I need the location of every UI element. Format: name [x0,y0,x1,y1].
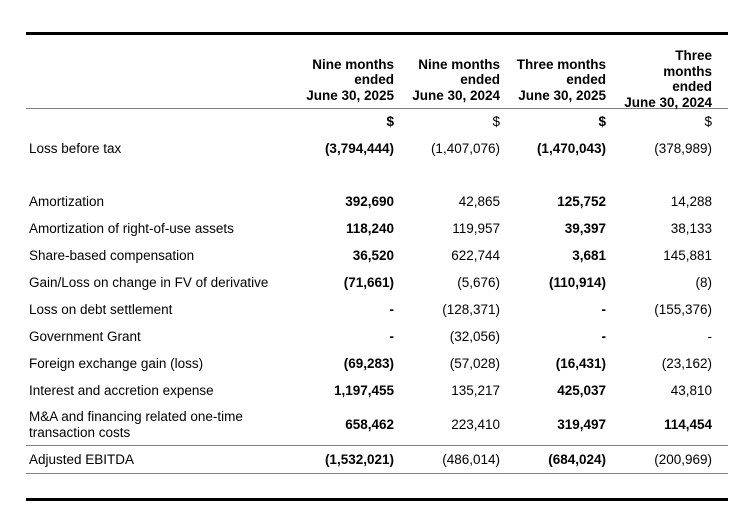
adjusted-ebitda-reconciliation-table: Nine months ended June 30, 2025 Nine mon… [26,32,728,501]
value-cell: (378,989) [654,141,712,156]
value-cell: - [389,302,395,317]
header-nine-months-2025: Nine months ended June 30, 2025 [288,34,394,109]
row-label [26,109,288,136]
table-row-share-based-comp: Share-based compensation 36,520 622,744 … [26,243,728,270]
value-cell: 42,865 [458,194,500,209]
spacer-cell [26,474,728,500]
value-cell: 39,397 [564,221,606,236]
value-cell: (71,661) [343,275,394,290]
header-three-months-2025: Three months ended June 30, 2025 [500,34,606,109]
value-cell: (128,371) [442,302,500,317]
row-label: Interest and accretion expense [29,383,214,398]
table-row-loss-before-tax: Loss before tax (3,794,444) (1,407,076) … [26,136,728,163]
table-row-debt-settlement: Loss on debt settlement - (128,371) - (1… [26,297,728,324]
currency-symbol: $ [598,114,606,130]
spacer-cell [26,163,728,189]
value-cell: 14,288 [670,194,712,209]
value-cell: (155,376) [654,302,712,317]
header-nine-months-2024: Nine months ended June 30, 2024 [394,34,500,109]
value-cell: - [601,302,607,317]
row-label: Loss before tax [29,141,122,156]
header-label: Nine months ended June 30, 2025 [306,56,394,103]
value-cell: (16,431) [555,356,606,371]
row-label: Loss on debt settlement [29,302,173,317]
value-cell: (1,532,021) [324,451,394,467]
value-cell: 38,133 [670,221,712,236]
currency-symbol: $ [492,114,500,130]
value-cell: 118,240 [345,221,394,236]
value-cell: (8) [695,275,713,290]
value-cell: - [601,329,607,344]
value-cell: (486,014) [442,451,500,467]
value-cell: (684,024) [548,451,606,467]
value-cell: 43,810 [670,383,712,398]
value-cell: 125,752 [557,194,606,209]
table-row-adjusted-ebitda: Adjusted EBITDA (1,532,021) (486,014) (6… [26,445,728,474]
value-cell: (110,914) [548,275,606,290]
row-label: Government Grant [29,329,141,344]
row-label: Foreign exchange gain (loss) [29,356,204,371]
row-label: Amortization of right-of-use assets [29,221,234,236]
header-empty-cell [26,34,288,109]
table-row-fx-gain-loss: Foreign exchange gain (loss) (69,283) (5… [26,351,728,378]
currency-symbol: $ [704,114,712,130]
value-cell: (69,283) [343,356,394,371]
header-label: Three months ended June 30, 2024 [624,48,712,110]
value-cell: 392,690 [345,194,394,209]
currency-symbol: $ [386,114,394,130]
value-cell: 145,881 [663,248,712,263]
value-cell: 114,454 [663,416,712,432]
table-row-fv-derivative: Gain/Loss on change in FV of derivative … [26,270,728,297]
value-cell: 622,744 [451,248,500,263]
value-cell: (200,969) [654,451,712,467]
value-cell: - [707,329,713,344]
row-label: Share-based compensation [29,248,195,263]
table-row-amortization-rou: Amortization of right-of-use assets 118,… [26,216,728,243]
table-row-amortization: Amortization 392,690 42,865 125,752 14,2… [26,189,728,216]
row-label: Adjusted EBITDA [29,451,135,467]
value-cell: 36,520 [352,248,394,263]
value-cell: 119,957 [452,221,500,236]
row-label: Gain/Loss on change in FV of derivative [29,275,269,290]
value-cell: - [389,329,395,344]
value-cell: (23,162) [661,356,712,371]
table-row-government-grant: Government Grant - (32,056) - - [26,324,728,351]
value-cell: 3,681 [572,248,606,263]
header-label: Three months ended June 30, 2025 [516,56,606,103]
value-cell: (5,676) [457,275,500,290]
row-label: M&A and financing related one-time trans… [29,408,243,440]
value-cell: (1,407,076) [430,141,500,156]
currency-row: $ $ $ $ [26,109,728,136]
value-cell: 1,197,455 [333,383,394,398]
header-label: Nine months ended June 30, 2024 [412,56,500,103]
bottom-spacer-row [26,474,728,500]
table-row-ma-transaction-costs: M&A and financing related one-time trans… [26,405,728,446]
value-cell: (57,028) [449,356,500,371]
value-cell: 223,410 [451,416,500,432]
header-three-months-2024: Three months ended June 30, 2024 [606,34,728,110]
value-cell: 319,497 [557,416,606,432]
value-cell: (32,056) [449,329,500,344]
value-cell: (1,470,043) [536,141,606,156]
value-cell: 658,462 [345,416,394,432]
spacer-row [26,163,728,189]
table-row-interest-accretion: Interest and accretion expense 1,197,455… [26,378,728,405]
value-cell: 425,037 [557,383,606,398]
header-row: Nine months ended June 30, 2025 Nine mon… [26,34,728,110]
value-cell: 135,217 [451,383,500,398]
row-label: Amortization [29,194,105,209]
value-cell: (3,794,444) [324,141,394,156]
